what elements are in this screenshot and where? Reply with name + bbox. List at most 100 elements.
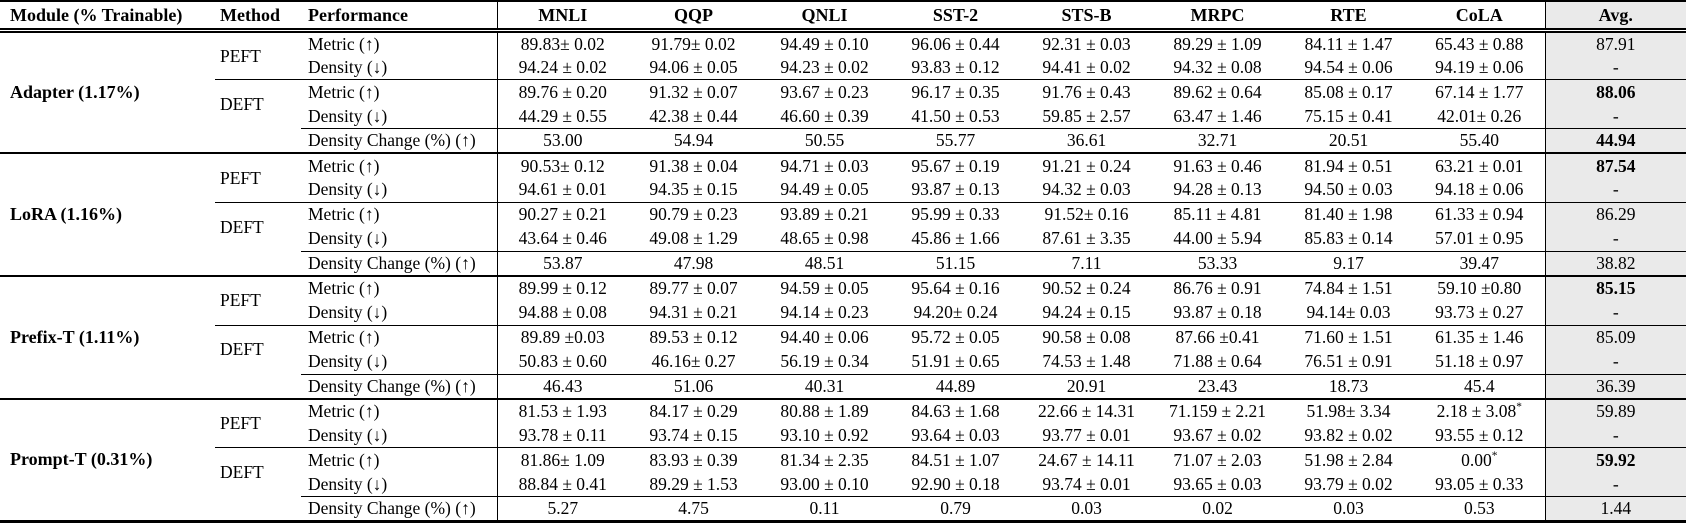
method-empty-cell	[215, 129, 301, 154]
value-cell: 91.32 ± 0.07	[628, 79, 759, 105]
value-cell: 93.65 ± 0.03	[1173, 473, 1262, 494]
col-header-cola: CoLA	[1414, 1, 1545, 33]
table-row: Density (↓) 94.24 ± 0.02 94.06 ± 0.05 94.23…	[0, 55, 1686, 80]
table-body: Adapter (1.17%) PEFT Metric (↑) 89.83± 0.02…	[0, 30, 1686, 522]
value-cell: 59.85 ± 2.57	[1042, 105, 1131, 126]
table-row: DEFT Metric (↑) 90.27 ± 0.21 90.79 ± 0.23 93…	[0, 201, 1686, 252]
value-cell: 46.16± 0.27	[651, 351, 736, 372]
value-cell: 55.40	[1414, 128, 1545, 154]
value-cell: 53.87	[496, 250, 628, 276]
table-row: Density (↓) 93.78 ± 0.11 93.74 ± 0.15 93.10…	[0, 423, 1686, 448]
value-cell: 49.08 ± 1.29	[649, 228, 738, 249]
value-cell: 42.01± 0.26	[1437, 105, 1522, 126]
value-cell: 20.51	[1283, 128, 1414, 154]
row-label-density-change: Density Change (%) (↑)	[301, 496, 497, 522]
row-label-density: Density (↓)	[308, 351, 388, 372]
table-row: Density (↓) 43.64 ± 0.46 49.08 ± 1.29 48.65…	[0, 226, 1686, 252]
method-deft: DEFT	[215, 447, 301, 497]
value-cell: 94.19 ± 0.06	[1435, 56, 1524, 77]
value-cell: 80.88 ± 1.89	[759, 397, 890, 424]
value-cell: 45.4	[1414, 373, 1545, 399]
value-cell: 94.14± 0.03	[1306, 302, 1391, 323]
value-cell: 61.33 ± 0.94	[1414, 201, 1545, 227]
table-row: LoRA (1.16%) PEFT Metric (↑) 90.53± 0.12 91.…	[0, 152, 1686, 276]
value-cell: 44.00 ± 5.94	[1173, 228, 1262, 249]
value-cell: 46.60 ± 0.39	[780, 105, 869, 126]
value-cell: 86.76 ± 0.91	[1152, 274, 1283, 301]
value-cell: 90.27 ± 0.21	[496, 201, 628, 227]
value-cell: 93.05 ± 0.33	[1435, 473, 1524, 494]
table-row: Adapter (1.17%) PEFT Metric (↑) 89.83± 0.02…	[0, 30, 1686, 102]
value-cell: 94.32 ± 0.03	[1042, 179, 1131, 200]
value-cell: 94.31 ± 0.21	[649, 302, 738, 323]
col-header-sst2: SST-2	[890, 1, 1021, 33]
value-cell: 93.83 ± 0.12	[911, 56, 1000, 77]
value-cell: 0.03	[1021, 496, 1152, 522]
avg-cell: 87.91	[1544, 30, 1686, 56]
value-cell: 90.79 ± 0.23	[628, 201, 759, 227]
row-label-density: Density (↓)	[308, 473, 388, 494]
value-cell: 89.99 ± 0.12	[496, 274, 628, 301]
value-cell: 94.61 ± 0.01	[496, 177, 628, 203]
table-row: Density Change (%) (↑) 5.27 4.75 0.11 0.79 0.…	[0, 496, 1686, 522]
value-cell: 90.58 ± 0.08	[1021, 324, 1152, 350]
value-cell: 89.76 ± 0.20	[496, 79, 628, 105]
value-cell: 51.18 ± 0.97	[1435, 351, 1524, 372]
value-cell: 87.66 ±0.41	[1152, 324, 1283, 350]
value-cell: 0.02	[1152, 496, 1283, 522]
table-header: Module (% Trainable) Method Performance …	[0, 1, 1686, 33]
row-label-density: Density (↓)	[308, 105, 388, 126]
value-cell: 93.00 ± 0.10	[780, 473, 869, 494]
significance-asterisk: *	[1516, 401, 1522, 414]
value-cell: 48.51	[759, 250, 890, 276]
value-cell: 83.93 ± 0.39	[628, 447, 759, 473]
value-cell: 63.47 ± 1.46	[1173, 105, 1262, 126]
value-cell: 18.73	[1283, 373, 1414, 399]
value-cell: 54.94	[628, 128, 759, 154]
value-cell: 63.21 ± 0.01	[1414, 152, 1545, 178]
value-cell: 50.83 ± 0.60	[496, 349, 628, 375]
value-cell: 74.84 ± 1.51	[1283, 274, 1414, 301]
value-cell: 9.17	[1283, 250, 1414, 276]
value-cell: 91.38 ± 0.04	[628, 152, 759, 178]
value-cell: 0.00*	[1414, 447, 1545, 473]
table-row: Density Change (%) (↑) 53.00 54.94 50.55 55.…	[0, 128, 1686, 154]
table-row: Prefix-T (1.11%) PEFT Metric (↑) 89.99 ± 0.…	[0, 274, 1686, 399]
row-label-density: Density (↓)	[308, 179, 388, 200]
value-cell: 93.67 ± 0.23	[759, 79, 890, 105]
method-empty-cell	[215, 374, 301, 399]
table-row: Density (↓) 94.61 ± 0.01 94.35 ± 0.15 94.49…	[0, 177, 1686, 203]
value-cell: 94.41 ± 0.02	[1042, 56, 1131, 77]
row-label-metric: Metric (↑)	[308, 33, 380, 54]
avg-cell: -	[1544, 349, 1686, 375]
value-cell: 94.24 ± 0.15	[1042, 302, 1131, 323]
value-cell: 84.17 ± 0.29	[628, 397, 759, 424]
avg-cell: 85.09	[1544, 324, 1686, 350]
table-row: Density (↓) 88.84 ± 0.41 89.29 ± 1.53 93.00…	[0, 472, 1686, 497]
value-cell: 71.159 ± 2.21	[1152, 397, 1283, 424]
value-cell: 7.11	[1021, 250, 1152, 276]
col-header-avg: Avg.	[1544, 1, 1686, 33]
value-cell: 94.24 ± 0.02	[496, 55, 628, 80]
value-cell: 94.06 ± 0.05	[649, 56, 738, 77]
value-cell: 94.54 ± 0.06	[1304, 56, 1393, 77]
value-cell: 94.32 ± 0.08	[1173, 56, 1262, 77]
avg-cell: -	[1544, 177, 1686, 203]
value-cell: 36.61	[1021, 128, 1152, 154]
value-cell: 59.10 ±0.80	[1414, 274, 1545, 301]
value-cell: 0.03	[1283, 496, 1414, 522]
value-cell: 41.50 ± 0.53	[911, 105, 1000, 126]
value-cell: 0.53	[1414, 496, 1545, 522]
value-cell: 94.71 ± 0.03	[759, 152, 890, 178]
module-name: LoRA (1.16%)	[0, 152, 215, 276]
value-cell: 91.21 ± 0.24	[1021, 152, 1152, 178]
value-cell: 95.72 ± 0.05	[890, 324, 1021, 350]
method-peft: PEFT	[215, 397, 301, 448]
value-cell: 93.79 ± 0.02	[1304, 473, 1393, 494]
avg-cell: 59.89	[1544, 397, 1686, 424]
value-cell: 46.43	[496, 373, 628, 399]
value-cell: 40.31	[759, 373, 890, 399]
value-cell: 39.47	[1414, 250, 1545, 276]
module-name: Prefix-T (1.11%)	[0, 274, 215, 399]
avg-cell: 59.92	[1544, 447, 1686, 473]
